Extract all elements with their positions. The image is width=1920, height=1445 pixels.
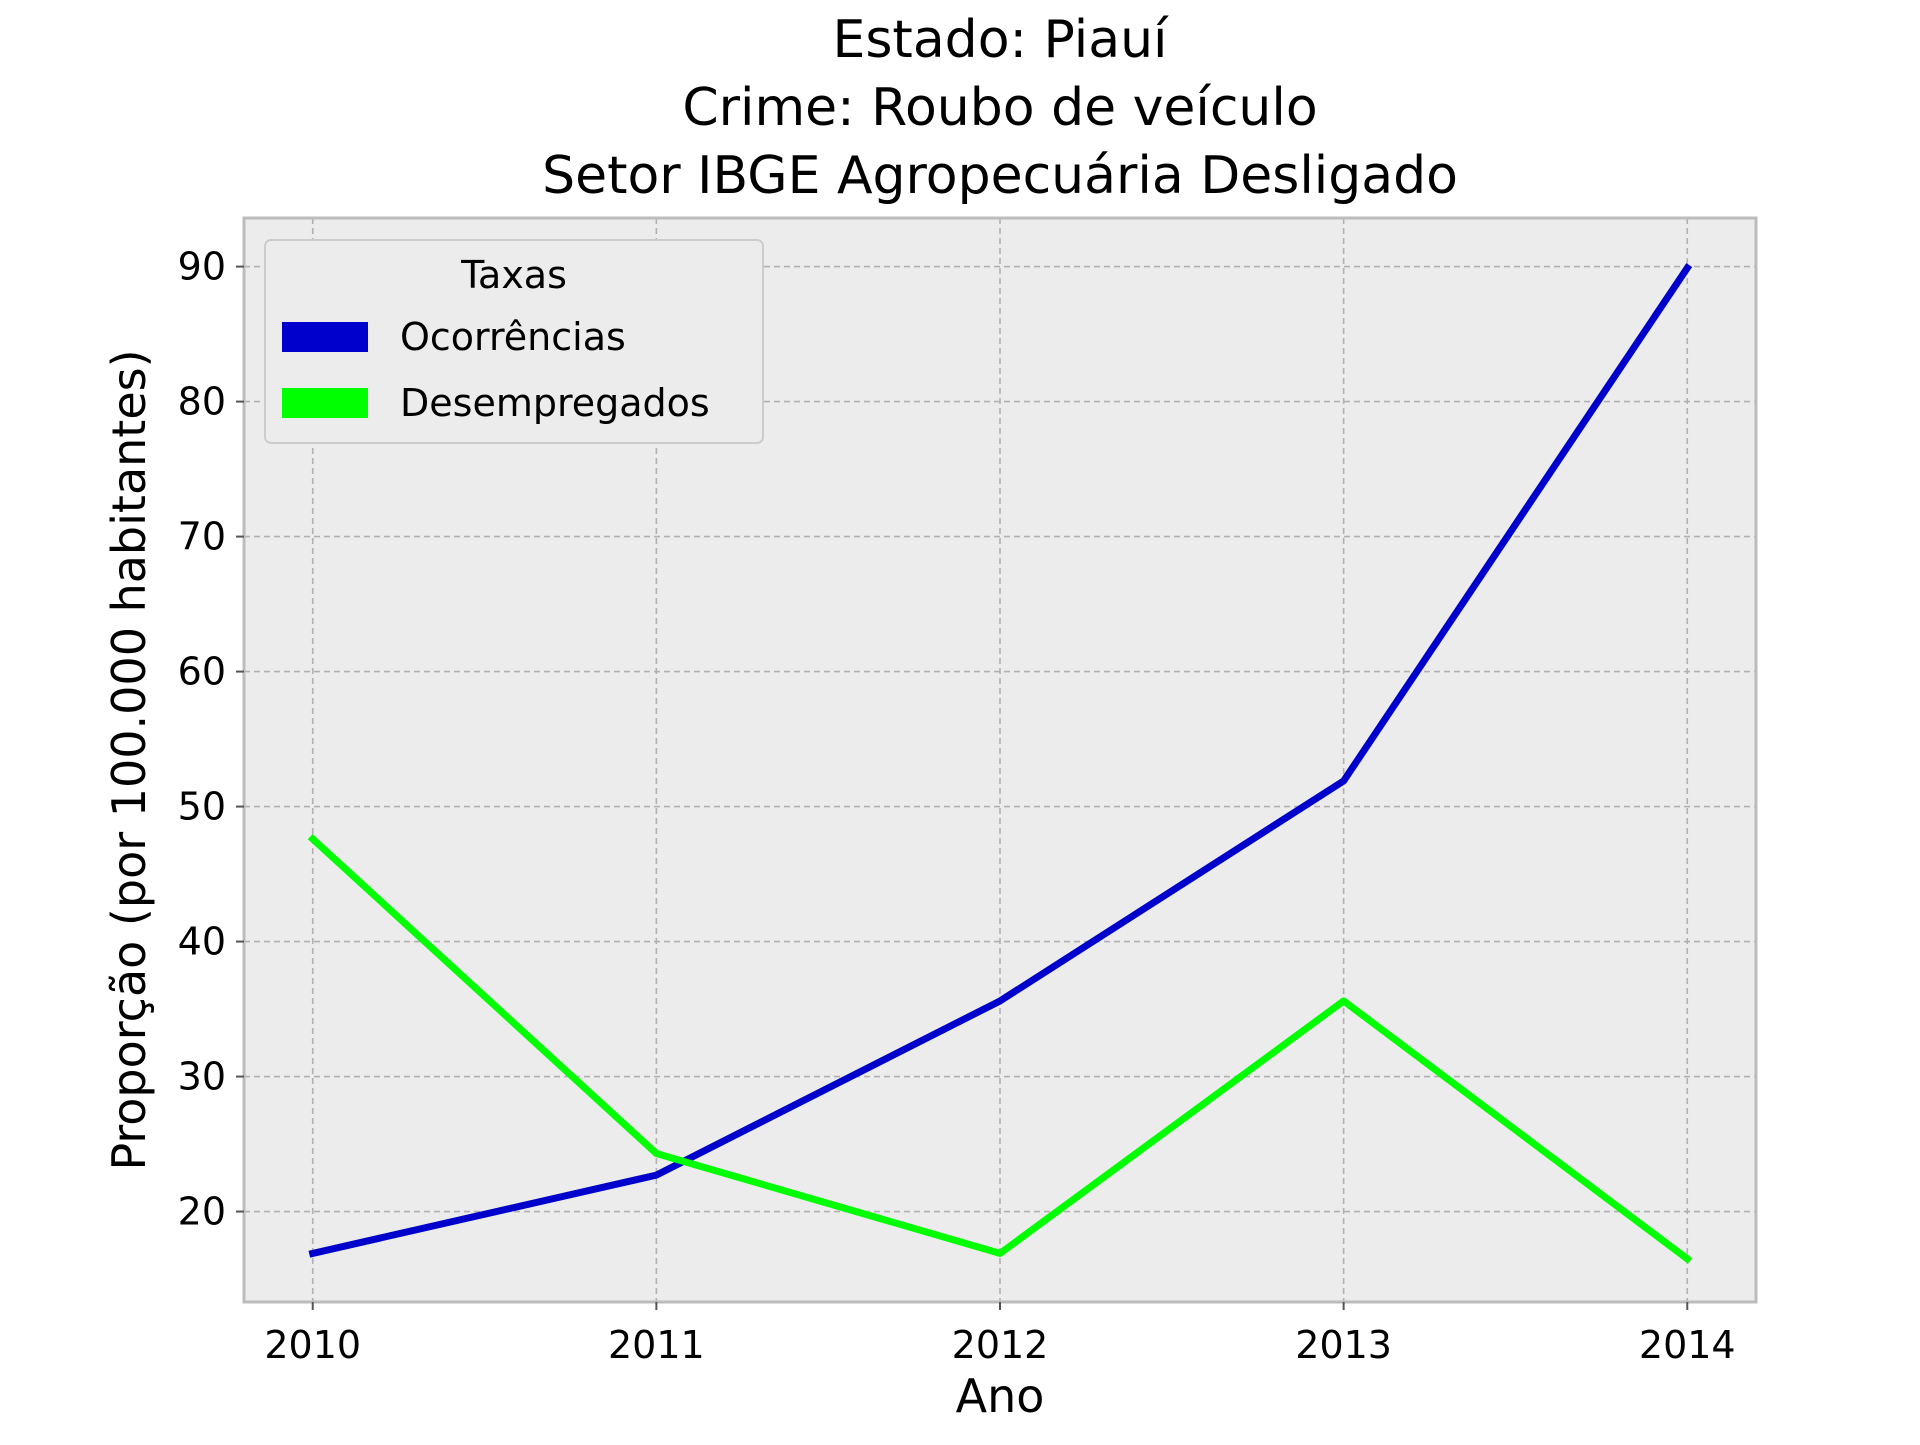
x-tick-label: 2014 xyxy=(1639,1323,1736,1367)
y-tick-label: 40 xyxy=(178,920,226,964)
legend-swatch-desempregados xyxy=(282,388,368,418)
series-line-desempregados xyxy=(307,834,1693,1264)
chart-title: Estado: Piauí Crime: Roubo de veículo Seto… xyxy=(542,10,1458,206)
legend-label-desempregados: Desempregados xyxy=(400,381,710,425)
axis-ticks: 2010 2011 2012 2013 2014 20 30 40 50 60 70 80 90 xyxy=(178,245,1736,1367)
y-tick-label: 60 xyxy=(178,650,226,694)
legend: Taxas Ocorrências Desempregados xyxy=(264,239,764,444)
y-tick-label: 90 xyxy=(178,245,226,289)
x-tick-label: 2011 xyxy=(608,1323,705,1367)
title-line-2: Crime: Roubo de veículo xyxy=(682,78,1317,138)
legend-box xyxy=(264,239,764,444)
legend-title: Taxas xyxy=(460,253,567,297)
x-tick-label: 2012 xyxy=(952,1323,1049,1367)
y-tick-label: 20 xyxy=(178,1190,226,1234)
y-tick-label: 70 xyxy=(178,515,226,559)
y-tick-label: 50 xyxy=(178,785,226,829)
title-line-3: Setor IBGE Agropecuária Desligado xyxy=(542,146,1458,206)
x-tick-label: 2013 xyxy=(1295,1323,1392,1367)
legend-swatch-ocorrencias xyxy=(282,322,368,352)
x-axis-label: Ano xyxy=(956,1369,1045,1423)
y-axis-label: Proporção (por 100.000 habitantes) xyxy=(102,349,156,1170)
legend-label-ocorrencias: Ocorrências xyxy=(400,315,626,359)
y-tick-label: 30 xyxy=(178,1055,226,1099)
title-line-1: Estado: Piauí xyxy=(832,10,1169,70)
x-tick-label: 2010 xyxy=(264,1323,361,1367)
series-line-ocorrencias xyxy=(308,263,1693,1258)
series-lines xyxy=(307,263,1693,1264)
y-tick-label: 80 xyxy=(178,380,226,424)
